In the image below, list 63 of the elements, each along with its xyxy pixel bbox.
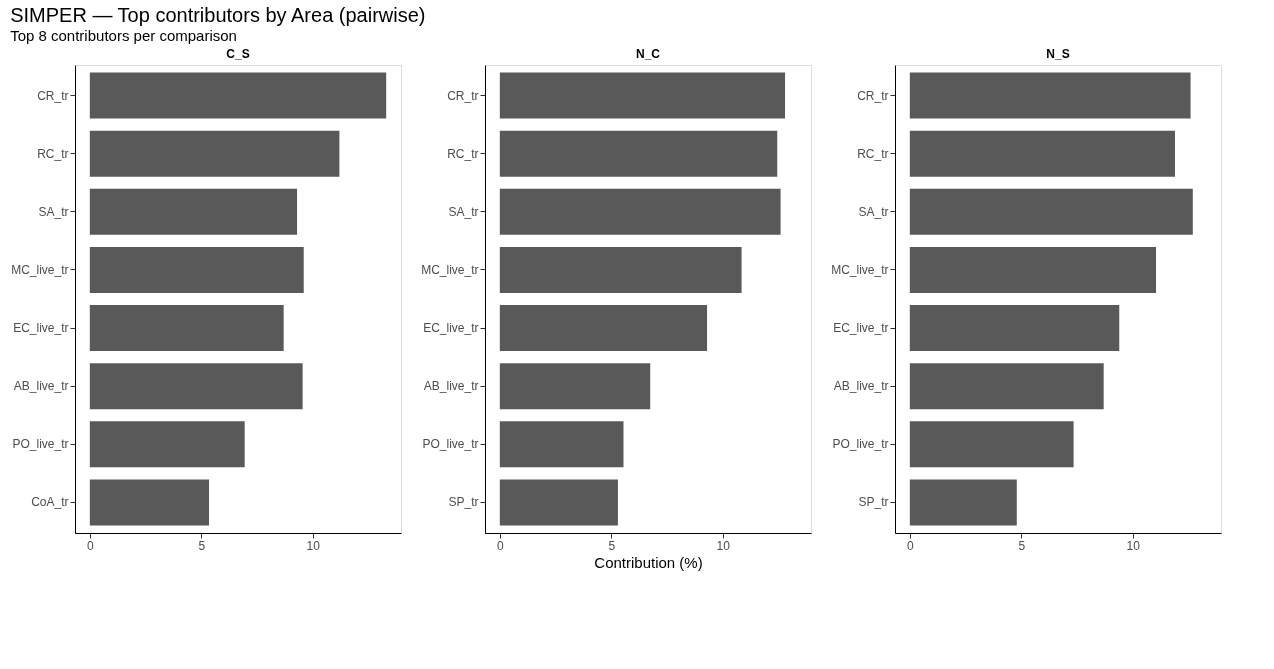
y-tick-label: SA_tr	[38, 204, 69, 219]
bar	[89, 188, 298, 235]
bar	[499, 246, 742, 293]
y-tick-label: SA_tr	[858, 204, 889, 219]
x-tick-label: 5	[1018, 538, 1026, 553]
chart-title: N_S	[1046, 47, 1070, 61]
bar	[499, 305, 708, 352]
y-tick-label: AB_live_tr	[13, 379, 69, 394]
chart-title: N_C	[635, 47, 661, 61]
bar	[499, 363, 651, 410]
bar	[499, 479, 618, 526]
y-tick-label: EC_live_tr	[13, 321, 69, 336]
y-tick-label: CoA_tr	[31, 495, 69, 510]
bar	[89, 72, 387, 119]
x-tick-label: 0	[906, 538, 914, 553]
text: SIMPER — Top contributors by Area (pairwise)	[10, 3, 426, 26]
bar	[89, 363, 303, 410]
bar	[909, 305, 1120, 352]
y-tick-label: PO_live_tr	[422, 437, 479, 452]
bar	[909, 246, 1157, 293]
y-tick-label: EC_live_tr	[833, 321, 889, 336]
y-tick-label: PO_live_tr	[832, 437, 889, 452]
y-tick-label: CR_tr	[857, 88, 889, 103]
x-tick-label: 10	[306, 538, 321, 553]
bar	[909, 421, 1074, 468]
x-tick-label: 5	[608, 538, 616, 553]
bar	[89, 130, 340, 177]
x-tick-label: 0	[496, 538, 504, 553]
bar	[499, 130, 778, 177]
y-tick-label: EC_live_tr	[423, 321, 479, 336]
bar	[499, 188, 781, 235]
bar	[909, 479, 1017, 526]
y-tick-label: AB_live_tr	[423, 379, 479, 394]
bar	[89, 479, 210, 526]
x-tick-label: 10	[1126, 538, 1141, 553]
x-tick-label: 5	[198, 538, 206, 553]
x-tick-label: 0	[86, 538, 94, 553]
bar	[89, 421, 245, 468]
y-tick-label: SA_tr	[448, 204, 479, 219]
y-tick-label: MC_live_tr	[11, 262, 69, 277]
y-tick-label: RC_tr	[37, 146, 69, 161]
x-axis-title: Contribution (%)	[594, 553, 703, 571]
y-tick-label: CR_tr	[447, 88, 479, 103]
bar	[909, 188, 1193, 235]
y-tick-label: RC_tr	[857, 146, 889, 161]
y-tick-label: PO_live_tr	[12, 437, 69, 452]
y-tick-label: SP_tr	[448, 495, 479, 510]
bar	[909, 72, 1191, 119]
chart-title: C_S	[226, 47, 250, 61]
text: Top 8 contributors per comparison	[10, 26, 237, 44]
y-tick-label: SP_tr	[858, 495, 889, 510]
y-tick-label: AB_live_tr	[833, 379, 889, 394]
y-tick-label: MC_live_tr	[421, 262, 479, 277]
bar	[909, 363, 1104, 410]
x-tick-label: 10	[716, 538, 731, 553]
y-tick-label: MC_live_tr	[831, 262, 889, 277]
bar	[89, 246, 304, 293]
y-tick-label: RC_tr	[447, 146, 479, 161]
bar	[499, 421, 624, 468]
bar	[499, 72, 786, 119]
bar	[909, 130, 1175, 177]
y-tick-label: CR_tr	[37, 88, 69, 103]
bar	[89, 305, 284, 352]
